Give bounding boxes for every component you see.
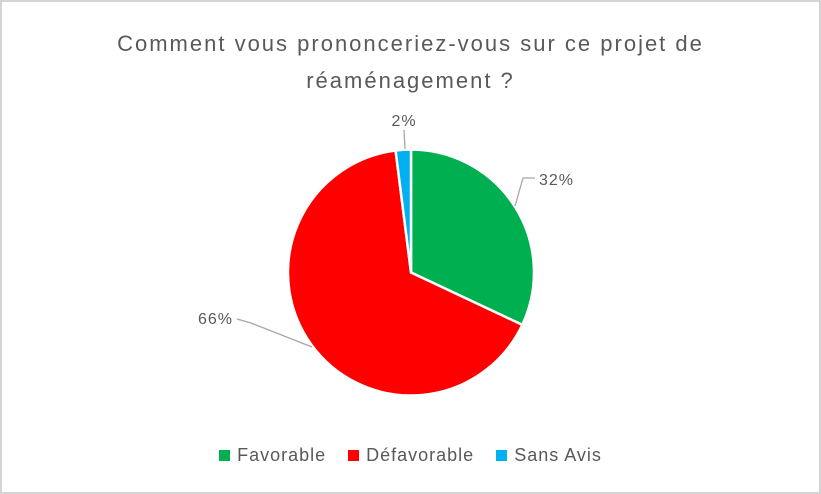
data-label-sans-avis: 2%	[391, 113, 416, 130]
legend-label-sans-avis: Sans Avis	[514, 445, 602, 465]
pie-slice-sans-avis	[394, 148, 413, 274]
chart-title-line-2: réaménagement ?	[306, 68, 515, 93]
legend-label-favorable: Favorable	[237, 445, 327, 465]
pie-slice-favorable	[409, 148, 536, 327]
chart-title: Comment vous prononceriez-vous sur ce pr…	[2, 25, 819, 99]
pie-slice-defavorable	[286, 149, 524, 397]
chart-legend: Favorable Défavorable Sans Avis	[2, 445, 819, 466]
legend-swatch-sans-avis-icon	[496, 450, 508, 461]
legend-item-defavorable: Défavorable	[348, 445, 474, 466]
data-label-favorable: 32%	[539, 172, 574, 189]
chart-title-line-1: Comment vous prononceriez-vous sur ce pr…	[117, 31, 704, 56]
legend-label-defavorable: Défavorable	[366, 445, 475, 465]
pie-plot-area	[286, 148, 536, 397]
leader-line-sans-avis	[403, 129, 406, 150]
leader-line-favorable	[514, 177, 535, 207]
legend-swatch-defavorable-icon	[348, 450, 360, 461]
legend-item-sans-avis: Sans Avis	[496, 445, 602, 466]
legend-item-favorable: Favorable	[219, 445, 326, 466]
data-label-defavorable: 66%	[198, 311, 233, 328]
leader-line-defavorable	[236, 318, 313, 348]
legend-swatch-favorable-icon	[219, 450, 231, 461]
